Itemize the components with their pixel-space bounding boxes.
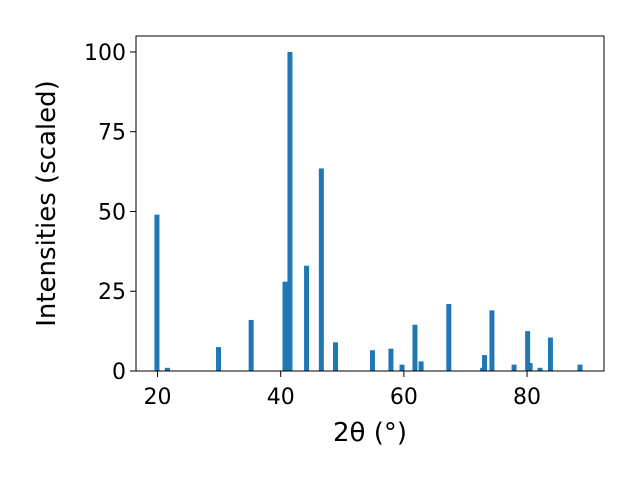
y-tick-label: 0 xyxy=(112,360,126,385)
x-axis-label: 2θ (°) xyxy=(333,418,407,448)
y-tick-label: 75 xyxy=(98,121,126,146)
bar xyxy=(399,364,405,371)
bar xyxy=(248,319,254,371)
y-tick-label: 100 xyxy=(84,41,126,66)
bar xyxy=(577,364,583,371)
y-axis-label: Intensities (scaled) xyxy=(32,80,62,327)
bar xyxy=(489,310,495,371)
y-tick-label: 25 xyxy=(98,280,126,305)
bar xyxy=(164,367,170,371)
y-tick-label: 50 xyxy=(98,200,126,225)
bar xyxy=(304,265,310,371)
x-axis-ticks: 20 40 60 80 xyxy=(144,371,541,410)
x-tick-label: 80 xyxy=(513,385,541,410)
bar xyxy=(287,51,293,371)
bar xyxy=(446,304,452,371)
bar xyxy=(412,324,418,371)
bar xyxy=(369,350,375,371)
bar xyxy=(525,331,531,371)
bar xyxy=(333,342,339,371)
bar xyxy=(482,355,488,371)
y-axis-ticks: 0 25 50 75 100 xyxy=(84,41,136,385)
plot-frame xyxy=(135,35,605,372)
bar xyxy=(547,337,553,371)
bar xyxy=(282,281,288,371)
bar xyxy=(388,348,394,371)
bar xyxy=(318,168,324,371)
bar xyxy=(527,363,533,371)
bar xyxy=(511,364,517,371)
bar-group xyxy=(154,51,583,371)
x-tick-label: 20 xyxy=(144,385,172,410)
x-tick-label: 60 xyxy=(390,385,418,410)
bar xyxy=(537,367,543,371)
bar xyxy=(216,347,222,371)
x-tick-label: 40 xyxy=(267,385,295,410)
bar xyxy=(154,214,160,371)
bar xyxy=(418,361,424,371)
